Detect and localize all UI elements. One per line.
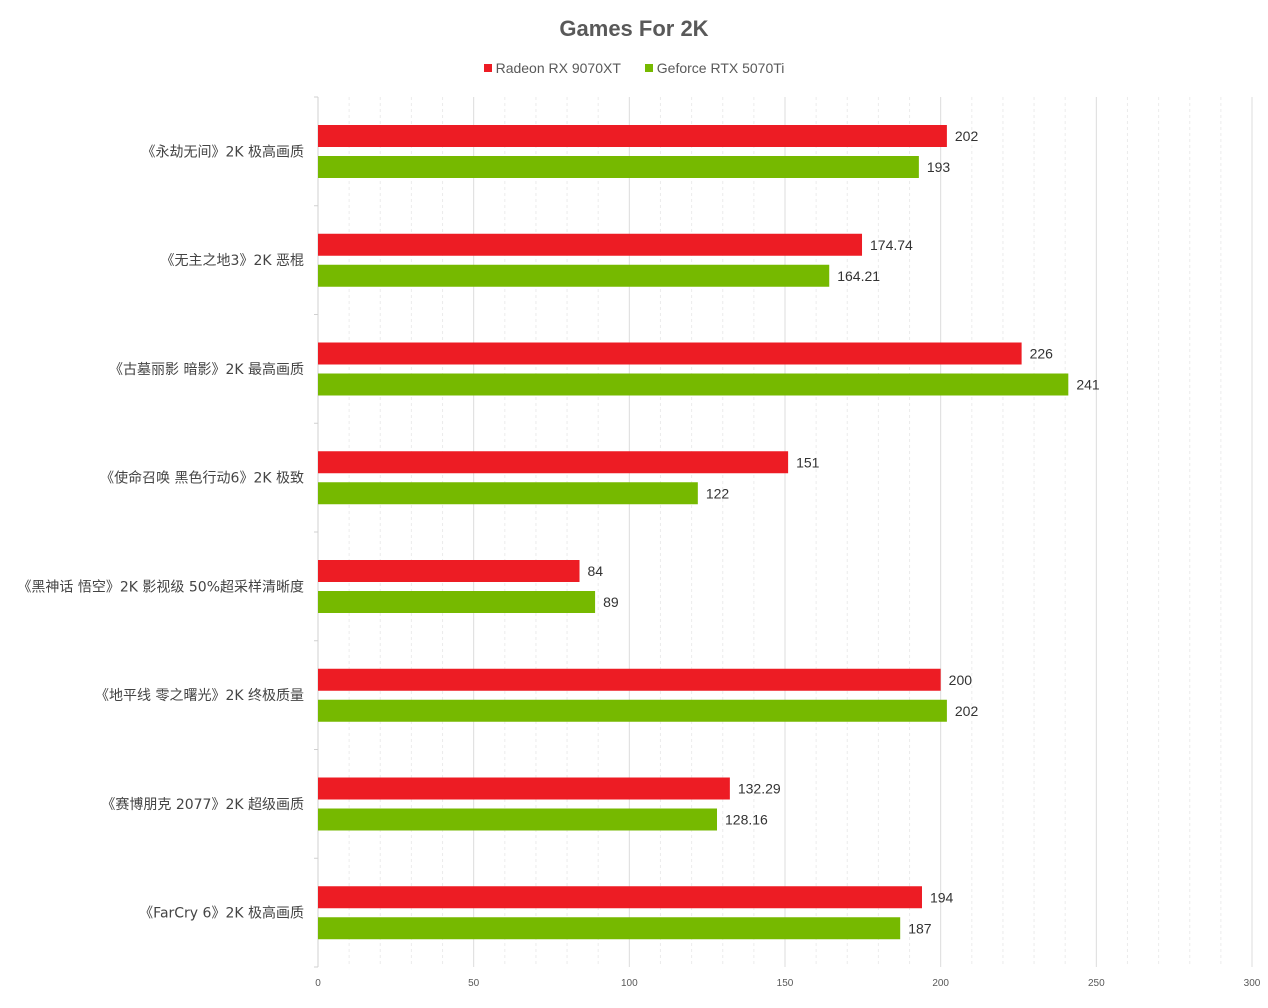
- value-label-geforce: 128.16: [725, 812, 768, 828]
- value-label-geforce: 202: [955, 703, 979, 719]
- bar-geforce: [318, 699, 947, 722]
- value-label-geforce: 89: [603, 594, 619, 610]
- value-label-geforce: 187: [908, 920, 932, 936]
- x-tick-label: 150: [777, 978, 794, 989]
- bar-geforce: [318, 156, 919, 178]
- bar-radeon: [318, 233, 863, 256]
- bar-radeon: [318, 777, 730, 800]
- value-label-radeon: 194: [930, 889, 954, 905]
- bar-geforce: [318, 808, 718, 831]
- category-label: 《使命召唤 黑色行动6》2K 极致: [100, 470, 304, 487]
- value-label-geforce: 241: [1076, 377, 1100, 393]
- value-label-radeon: 226: [1030, 346, 1054, 362]
- bar-geforce: [318, 917, 901, 940]
- category-label: 《古墓丽影 暗影》2K 最高画质: [109, 361, 304, 378]
- legend-swatch-geforce: [644, 64, 653, 72]
- bar-radeon: [318, 125, 947, 147]
- value-label-geforce: 193: [927, 159, 951, 175]
- bar-radeon: [318, 668, 941, 691]
- bar-geforce: [318, 482, 698, 505]
- bar-geforce: [318, 264, 830, 287]
- legend-item-radeon[interactable]: Radeon RX 9070XT: [483, 60, 621, 76]
- bar-radeon: [318, 451, 789, 474]
- bar-geforce: [318, 591, 596, 613]
- category-label: 《无主之地3》2K 恶棍: [161, 253, 304, 269]
- chart-title: Games For 2K: [559, 16, 709, 41]
- value-label-radeon: 200: [949, 672, 973, 688]
- category-label: 《地平线 零之曙光》2K 终极质量: [95, 688, 304, 704]
- x-tick-label: 0: [315, 978, 321, 989]
- x-tick-label: 200: [932, 978, 949, 989]
- category-label: 《永劫无间》2K 极高画质: [141, 143, 304, 160]
- value-label-geforce: 122: [706, 485, 730, 501]
- bar-radeon: [318, 342, 1022, 365]
- legend-label-geforce: Geforce RTX 5070Ti: [656, 60, 785, 76]
- category-label: 《黑神话 悟空》2K 影视级 50%超采样清晰度: [17, 579, 304, 595]
- category-label: 《FarCry 6》2K 极高画质: [139, 905, 304, 922]
- legend-label-radeon: Radeon RX 9070XT: [495, 60, 621, 76]
- x-tick-label: 50: [468, 978, 480, 989]
- value-label-geforce: 164.21: [837, 268, 880, 284]
- x-tick-label: 300: [1244, 978, 1261, 989]
- value-label-radeon: 132.29: [738, 781, 781, 797]
- value-label-radeon: 202: [955, 128, 979, 144]
- x-tick-label: 100: [621, 978, 638, 989]
- legend: Radeon RX 9070XT Geforce RTX 5070Ti: [0, 60, 1268, 76]
- x-tick-label: 250: [1088, 978, 1105, 989]
- bar-radeon: [318, 560, 580, 582]
- category-label: 《赛博朋克 2077》2K 超级画质: [101, 796, 304, 813]
- value-label-radeon: 174.74: [870, 237, 913, 253]
- legend-swatch-radeon: [483, 64, 492, 72]
- value-label-radeon: 151: [796, 454, 820, 470]
- legend-item-geforce[interactable]: Geforce RTX 5070Ti: [644, 60, 785, 76]
- bar-radeon: [318, 886, 922, 909]
- value-label-radeon: 84: [588, 563, 604, 579]
- bar-geforce: [318, 373, 1069, 396]
